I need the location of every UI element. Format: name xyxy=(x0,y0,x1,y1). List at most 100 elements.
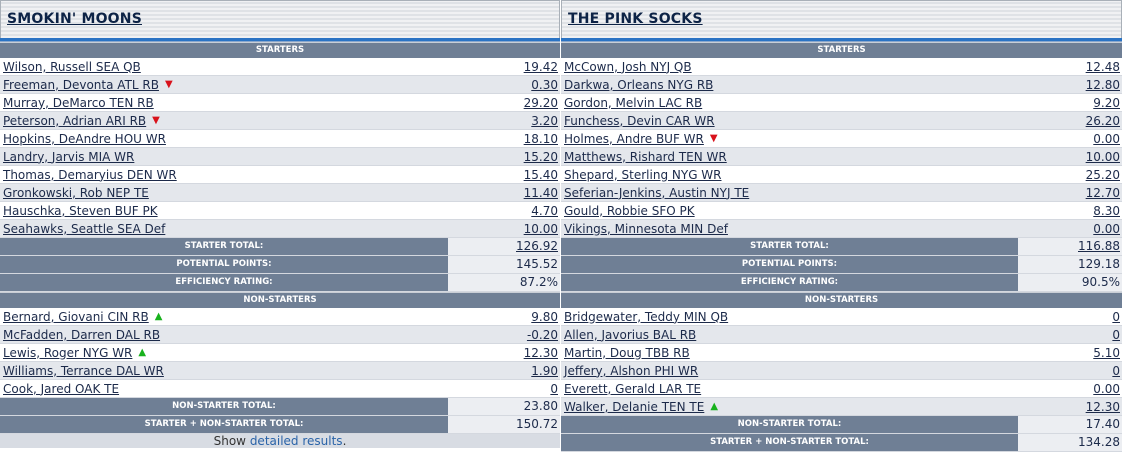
player-row: Bernard, Giovani CIN RB ▲ 9.80 xyxy=(0,308,560,326)
player-name-link[interactable]: Darkwa, Orleans NYG RB xyxy=(564,77,714,92)
potential-points-label: POTENTIAL POINTS: xyxy=(561,256,1018,273)
player-name-link[interactable]: Bernard, Giovani CIN RB xyxy=(3,309,149,324)
player-points-link[interactable]: 29.20 xyxy=(523,95,558,110)
player-points-link[interactable]: 12.48 xyxy=(1085,59,1120,74)
player-name-link[interactable]: Bridgewater, Teddy MIN QB xyxy=(564,309,729,324)
red-down-triangle-icon: ▼ xyxy=(152,114,160,126)
potential-points-label: POTENTIAL POINTS: xyxy=(0,256,448,273)
player-row: Gould, Robbie SFO PK 8.30 xyxy=(561,202,1122,220)
player-points-link[interactable]: 12.70 xyxy=(1085,185,1120,200)
player-points-link[interactable]: 9.20 xyxy=(1093,95,1120,110)
player-points-link[interactable]: 4.70 xyxy=(531,203,558,218)
player-name-link[interactable]: Cook, Jared OAK TE xyxy=(3,381,120,396)
player-name-link[interactable]: McCown, Josh NYJ QB xyxy=(564,59,692,74)
player-name-link[interactable]: Landry, Jarvis MIA WR xyxy=(3,149,135,164)
player-row: Walker, Delanie TEN TE ▲ 12.30 xyxy=(561,398,1122,416)
player-points-link[interactable]: 0.00 xyxy=(1093,131,1120,146)
player-name-link[interactable]: Lewis, Roger NYG WR xyxy=(3,345,133,360)
player-points-link[interactable]: 1.90 xyxy=(531,363,558,378)
player-name-link[interactable]: Seferian-Jenkins, Austin NYJ TE xyxy=(564,185,750,200)
player-points-link[interactable]: 25.20 xyxy=(1085,167,1120,182)
nonstarters-header: NON-STARTERS xyxy=(0,292,560,308)
player-points-link[interactable]: 0.00 xyxy=(1093,381,1120,396)
player-name-link[interactable]: Martin, Doug TBB RB xyxy=(564,345,690,360)
starters-header: STARTERS xyxy=(0,42,560,58)
combined-total-row: STARTER + NON-STARTER TOTAL: 150.72 xyxy=(0,416,560,434)
show-detailed-footer: Show detailed results. xyxy=(0,434,560,448)
starter-total-row: STARTER TOTAL: 126.92 xyxy=(0,238,560,256)
player-points-link[interactable]: 12.80 xyxy=(1085,77,1120,92)
nonstarter-total-row: NON-STARTER TOTAL: 17.40 xyxy=(561,416,1122,434)
player-name-link[interactable]: Gordon, Melvin LAC RB xyxy=(564,95,703,110)
player-points-link[interactable]: 10.00 xyxy=(1085,149,1120,164)
player-points-link[interactable]: 0 xyxy=(550,381,558,396)
nonstarter-total-value: 17.40 xyxy=(1018,416,1122,433)
player-points-link[interactable]: 18.10 xyxy=(523,131,558,146)
player-name-link[interactable]: Funchess, Devin CAR WR xyxy=(564,113,715,128)
player-name-link[interactable]: Gould, Robbie SFO PK xyxy=(564,203,695,218)
player-name-link[interactable]: Shepard, Sterling NYG WR xyxy=(564,167,722,182)
player-points-link[interactable]: 15.40 xyxy=(523,167,558,182)
player-points-link[interactable]: 26.20 xyxy=(1085,113,1120,128)
header-accent-bar xyxy=(561,38,1122,42)
player-name-link[interactable]: Peterson, Adrian ARI RB xyxy=(3,113,147,128)
combined-total-label: STARTER + NON-STARTER TOTAL: xyxy=(0,416,448,433)
player-name-link[interactable]: Everett, Gerald LAR TE xyxy=(564,381,702,396)
player-name-link[interactable]: Hauschka, Steven BUF PK xyxy=(3,203,158,218)
player-points-link[interactable]: 3.20 xyxy=(531,113,558,128)
team-name-link[interactable]: THE PINK SOCKS xyxy=(568,11,703,27)
starter-total-value[interactable]: 116.88 xyxy=(1018,238,1122,255)
efficiency-value: 90.5% xyxy=(1018,274,1122,291)
efficiency-label: EFFICIENCY RATING: xyxy=(561,274,1018,291)
player-points-link[interactable]: 12.30 xyxy=(523,345,558,360)
player-name-link[interactable]: Jeffery, Alshon PHI WR xyxy=(564,363,699,378)
player-points-link[interactable]: 0.00 xyxy=(1093,221,1120,236)
team-name-link[interactable]: SMOKIN' MOONS xyxy=(7,11,142,27)
player-name-link[interactable]: Gronkowski, Rob NEP TE xyxy=(3,185,149,200)
detailed-results-link[interactable]: detailed results xyxy=(249,434,343,448)
player-name-link[interactable]: Holmes, Andre BUF WR xyxy=(564,131,704,146)
player-name-link[interactable]: McFadden, Darren DAL RB xyxy=(3,327,161,342)
player-row: Martin, Doug TBB RB 5.10 xyxy=(561,344,1122,362)
player-points-link[interactable]: 10.00 xyxy=(523,221,558,236)
player-name-link[interactable]: Allen, Javorius BAL RB xyxy=(564,327,697,342)
player-name-link[interactable]: Williams, Terrance DAL WR xyxy=(3,363,164,378)
potential-points-row: POTENTIAL POINTS: 145.52 xyxy=(0,256,560,274)
player-points-link[interactable]: 0.30 xyxy=(531,77,558,92)
player-name-link[interactable]: Walker, Delanie TEN TE xyxy=(564,399,705,414)
player-points-link[interactable]: 15.20 xyxy=(523,149,558,164)
player-row: Hopkins, DeAndre HOU WR 18.10 xyxy=(0,130,560,148)
player-name-link[interactable]: Freeman, Devonta ATL RB xyxy=(3,77,159,92)
green-up-triangle-icon: ▲ xyxy=(138,346,147,358)
player-name-link[interactable]: Murray, DeMarco TEN RB xyxy=(3,95,154,110)
green-up-triangle-icon: ▲ xyxy=(154,310,163,322)
player-name-link[interactable]: Thomas, Demaryius DEN WR xyxy=(3,167,177,182)
footer-suffix: . xyxy=(342,434,347,448)
efficiency-row: EFFICIENCY RATING: 87.2% xyxy=(0,274,560,292)
efficiency-value: 87.2% xyxy=(448,274,560,291)
player-points-link[interactable]: 19.42 xyxy=(523,59,558,74)
player-points-link[interactable]: 9.80 xyxy=(531,309,558,324)
starter-total-label: STARTER TOTAL: xyxy=(561,238,1018,255)
player-row: Lewis, Roger NYG WR ▲ 12.30 xyxy=(0,344,560,362)
footer-prefix: Show xyxy=(213,434,250,448)
player-name-link[interactable]: Wilson, Russell SEA QB xyxy=(3,59,141,74)
player-points-link[interactable]: 0 xyxy=(1112,309,1120,324)
player-name-link[interactable]: Matthews, Rishard TEN WR xyxy=(564,149,727,164)
player-points-link[interactable]: -0.20 xyxy=(526,327,558,342)
player-name-link[interactable]: Vikings, Minnesota MIN Def xyxy=(564,221,728,236)
nonstarters-list: Bernard, Giovani CIN RB ▲ 9.80 McFadden, Da… xyxy=(0,308,560,398)
nonstarters-list: Bridgewater, Teddy MIN QB 0 Allen, Javoriu… xyxy=(561,308,1122,416)
player-points-link[interactable]: 8.30 xyxy=(1093,203,1120,218)
player-points-link[interactable]: 12.30 xyxy=(1085,399,1120,414)
player-points-link[interactable]: 0 xyxy=(1112,327,1120,342)
player-points-link[interactable]: 11.40 xyxy=(523,185,558,200)
player-name-link[interactable]: Seahawks, Seattle SEA Def xyxy=(3,221,166,236)
player-row: Wilson, Russell SEA QB 19.42 xyxy=(0,58,560,76)
red-down-triangle-icon: ▼ xyxy=(709,132,718,144)
player-row: Darkwa, Orleans NYG RB 12.80 xyxy=(561,76,1122,94)
starter-total-value[interactable]: 126.92 xyxy=(448,238,560,255)
player-points-link[interactable]: 0 xyxy=(1112,363,1120,378)
player-name-link[interactable]: Hopkins, DeAndre HOU WR xyxy=(3,131,166,146)
player-points-link[interactable]: 5.10 xyxy=(1093,345,1120,360)
